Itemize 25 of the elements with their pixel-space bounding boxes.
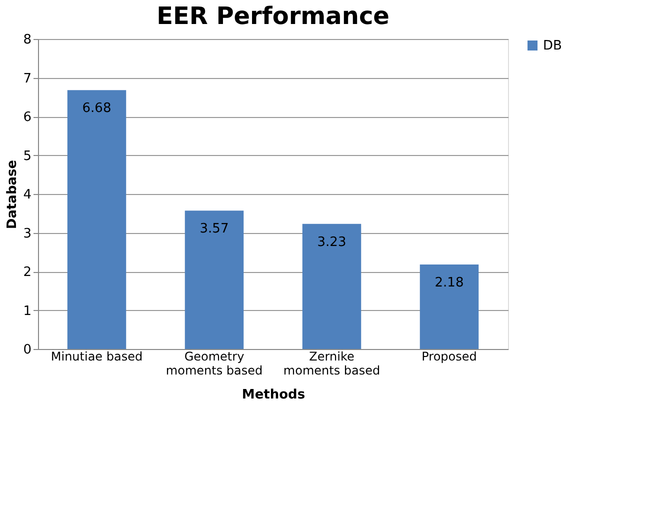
y-axis-title: Database bbox=[5, 160, 20, 230]
y-tick-label: 6 bbox=[23, 110, 32, 125]
legend-label: DB bbox=[543, 38, 562, 54]
bar bbox=[67, 90, 126, 349]
x-tick-label: Minutiae based bbox=[50, 350, 143, 364]
x-axis-title: Methods bbox=[242, 388, 306, 402]
bar bbox=[184, 210, 244, 349]
y-tick-label: 4 bbox=[23, 188, 32, 202]
y-tick-label: 8 bbox=[23, 32, 32, 48]
data-label: 6.68 bbox=[82, 101, 112, 116]
y-tick-label: 0 bbox=[23, 342, 32, 358]
y-tick-label: 2 bbox=[23, 265, 32, 280]
x-tick-label: Zernike moments based bbox=[283, 350, 380, 378]
y-tick-label: 1 bbox=[23, 304, 32, 319]
x-tick-label: Geometry moments based bbox=[166, 350, 263, 378]
data-label: 3.57 bbox=[200, 222, 229, 237]
y-tick-label: 3 bbox=[23, 226, 32, 242]
y-tick-label: 7 bbox=[23, 71, 32, 86]
y-tick-label: 5 bbox=[23, 148, 32, 164]
chart-title: EER Performance bbox=[156, 2, 390, 30]
x-tick-label: Proposed bbox=[422, 350, 477, 364]
data-label: 2.18 bbox=[434, 276, 464, 291]
bar bbox=[420, 264, 479, 349]
data-label: 3.23 bbox=[317, 234, 346, 250]
bar bbox=[302, 224, 362, 349]
